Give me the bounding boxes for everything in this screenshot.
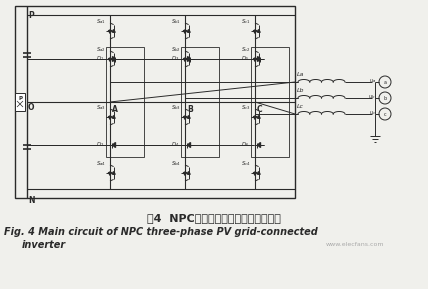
Polygon shape	[187, 172, 190, 174]
Text: N: N	[28, 196, 35, 205]
Polygon shape	[108, 59, 112, 61]
Text: $S_{a3}$: $S_{a3}$	[96, 103, 106, 112]
Polygon shape	[108, 116, 112, 119]
Polygon shape	[183, 59, 187, 61]
Polygon shape	[112, 58, 115, 60]
Polygon shape	[113, 142, 116, 147]
Polygon shape	[257, 172, 260, 174]
Text: P: P	[28, 11, 34, 20]
Text: O: O	[28, 103, 35, 112]
Polygon shape	[187, 58, 190, 60]
Text: Lc: Lc	[297, 104, 304, 109]
Text: $S_{c1}$: $S_{c1}$	[241, 18, 251, 27]
Polygon shape	[112, 116, 115, 118]
Polygon shape	[257, 29, 260, 32]
Text: $S_{c2}$: $S_{c2}$	[241, 46, 251, 54]
Text: $S_{c3}$: $S_{c3}$	[241, 103, 251, 112]
Text: $S_{b1}$: $S_{b1}$	[171, 18, 181, 27]
Polygon shape	[112, 29, 115, 32]
Polygon shape	[257, 116, 260, 118]
Text: 图4  NPC三相光伏并网逆变器的主拓扑: 图4 NPC三相光伏并网逆变器的主拓扑	[147, 213, 281, 223]
Polygon shape	[112, 172, 115, 174]
Text: $D_{2}$: $D_{2}$	[96, 140, 104, 149]
Text: C: C	[257, 105, 263, 114]
Polygon shape	[253, 173, 257, 175]
Text: $S_{a1}$: $S_{a1}$	[96, 18, 106, 27]
Text: $S_{b2}$: $S_{b2}$	[171, 46, 181, 54]
Polygon shape	[253, 116, 257, 119]
Text: $S_{b4}$: $S_{b4}$	[171, 160, 181, 168]
Text: a: a	[383, 79, 386, 84]
Text: P: P	[18, 97, 22, 101]
Polygon shape	[258, 142, 261, 147]
Polygon shape	[258, 57, 261, 62]
Text: Lb: Lb	[297, 88, 304, 93]
Text: $u_c$: $u_c$	[369, 109, 376, 117]
Polygon shape	[187, 142, 190, 147]
Text: A: A	[112, 105, 118, 114]
Text: La: La	[297, 72, 304, 77]
Polygon shape	[113, 57, 116, 62]
Text: $S_{a2}$: $S_{a2}$	[96, 46, 106, 54]
Polygon shape	[257, 58, 260, 60]
Text: B: B	[187, 105, 193, 114]
Text: $u_a$: $u_a$	[369, 77, 376, 85]
Text: $S_{a4}$: $S_{a4}$	[96, 160, 106, 168]
Polygon shape	[187, 57, 190, 62]
Polygon shape	[108, 31, 112, 33]
Text: $D_{6}$: $D_{6}$	[241, 140, 249, 149]
Polygon shape	[183, 116, 187, 119]
Bar	[15, 93, 25, 111]
Bar	[251, 47, 289, 157]
Text: c: c	[383, 112, 386, 116]
Bar	[181, 47, 219, 157]
Text: $D_{1}$: $D_{1}$	[96, 55, 104, 64]
Text: $u_b$: $u_b$	[369, 93, 376, 101]
Polygon shape	[183, 31, 187, 33]
Text: $S_{b3}$: $S_{b3}$	[171, 103, 181, 112]
Polygon shape	[108, 173, 112, 175]
Bar	[15, 6, 295, 198]
Polygon shape	[253, 59, 257, 61]
Text: $D_{4}$: $D_{4}$	[171, 140, 179, 149]
Polygon shape	[183, 173, 187, 175]
Text: $D_{5}$: $D_{5}$	[241, 55, 249, 64]
Polygon shape	[253, 31, 257, 33]
Text: $D_{3}$: $D_{3}$	[171, 55, 179, 64]
Polygon shape	[187, 29, 190, 32]
Text: inverter: inverter	[22, 240, 66, 250]
Text: www.elecfans.com: www.elecfans.com	[326, 242, 384, 247]
Bar	[106, 47, 144, 157]
Text: b: b	[383, 95, 386, 101]
Text: $S_{c4}$: $S_{c4}$	[241, 160, 251, 168]
Polygon shape	[187, 116, 190, 118]
Text: Fig. 4 Main circuit of NPC three-phase PV grid-connected: Fig. 4 Main circuit of NPC three-phase P…	[4, 227, 318, 237]
